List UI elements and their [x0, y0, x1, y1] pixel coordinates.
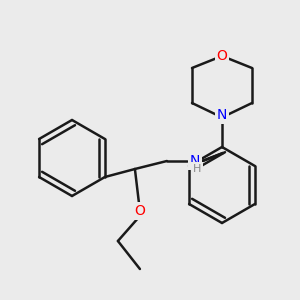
Text: N: N — [190, 154, 200, 168]
Text: O: O — [134, 204, 145, 218]
Text: H: H — [193, 164, 201, 174]
Text: N: N — [217, 108, 227, 122]
Text: O: O — [217, 49, 227, 63]
